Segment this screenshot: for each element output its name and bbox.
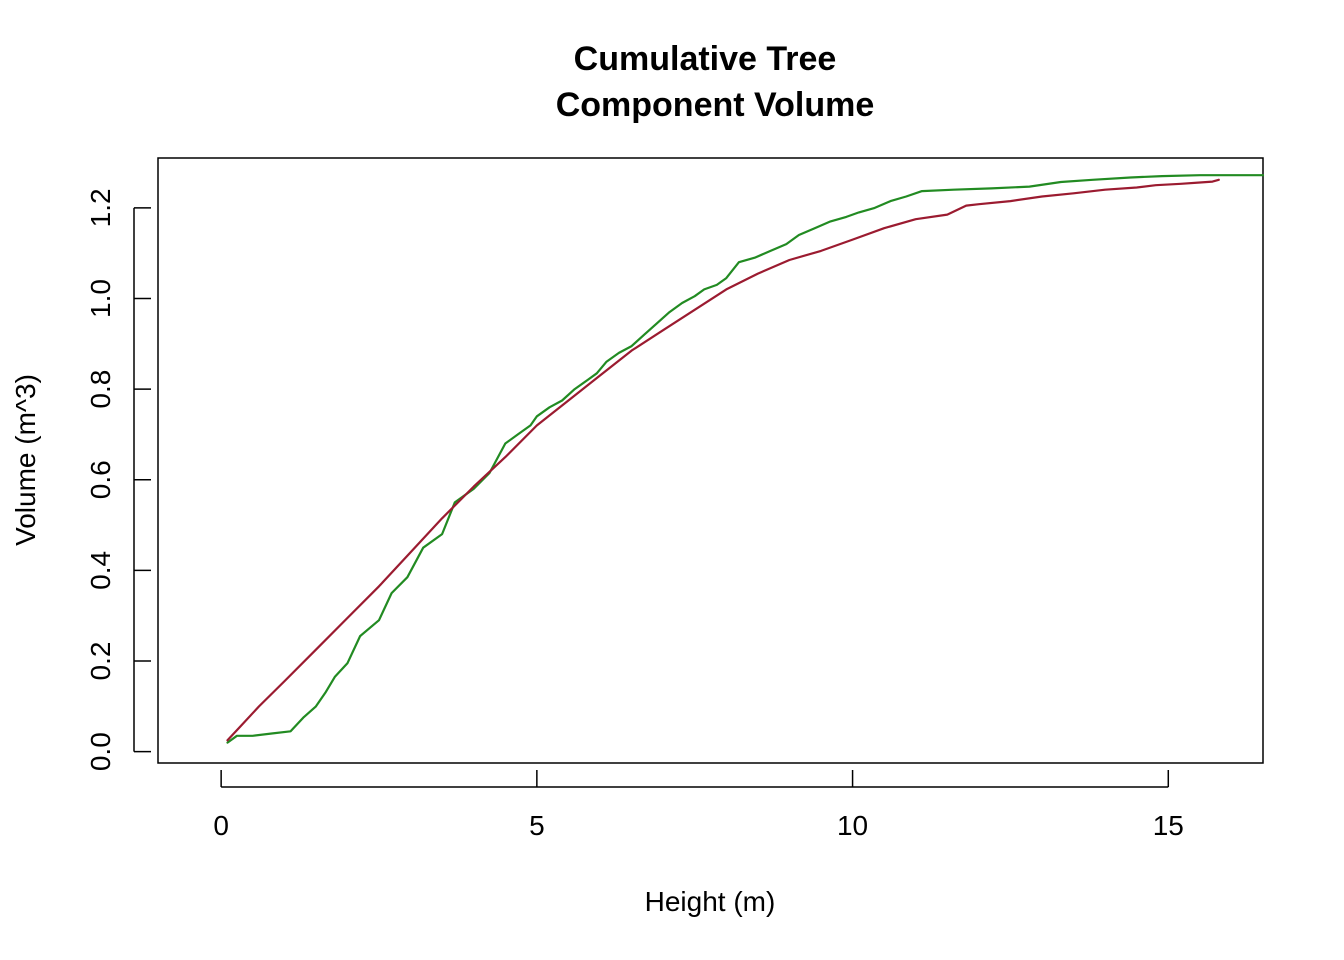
chart-title-line2: Component Volume [556, 86, 875, 124]
x-tick-label: 0 [213, 810, 229, 841]
plot-frame [157, 157, 1264, 764]
x-axis-label: Height (m) [645, 886, 776, 917]
y-tick-label: 0.0 [85, 732, 116, 771]
series-line-2 [226, 178, 1220, 742]
x-tick-label: 10 [837, 810, 868, 841]
y-tick-label: 0.4 [85, 551, 116, 590]
x-axis: 0 5 10 15 [213, 770, 1184, 841]
y-axis: 0.0 0.2 0.4 0.6 0.8 1.0 1.2 [85, 188, 151, 771]
chart-title-line1: Cumulative Tree [574, 40, 837, 78]
y-axis-label: Volume (m^3) [10, 374, 41, 546]
x-tick-label: 5 [529, 810, 545, 841]
y-tick-label: 0.6 [85, 460, 116, 499]
y-tick-label: 0.2 [85, 642, 116, 681]
y-tick-label: 0.8 [85, 370, 116, 409]
y-tick-label: 1.0 [85, 279, 116, 318]
series-group [226, 174, 1265, 744]
y-tick-label: 1.2 [85, 188, 116, 227]
series-line-1 [226, 174, 1265, 744]
x-tick-label: 15 [1153, 810, 1184, 841]
